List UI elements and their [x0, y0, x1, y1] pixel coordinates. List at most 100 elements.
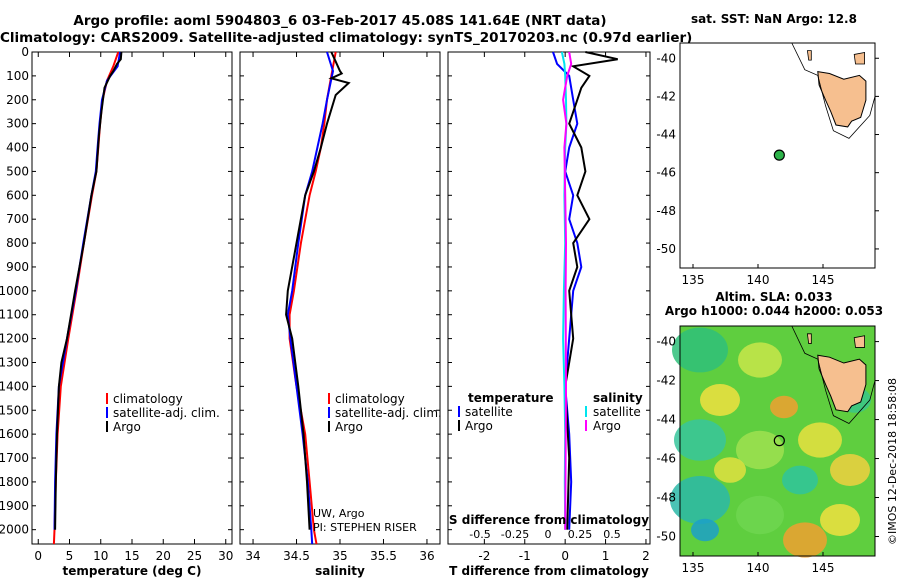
salinity-footnote-line2: PI: STEPHEN RISER [313, 521, 417, 534]
depth-tick-label: 1400 [0, 379, 29, 393]
isobath-contour [791, 42, 876, 139]
sla-anomaly-patch [783, 522, 827, 558]
sla-anomaly-patch [770, 395, 798, 419]
sst_map-frame [679, 42, 876, 269]
sla-anomaly-patch [714, 457, 746, 483]
differences-plot-frame [447, 51, 651, 545]
depth-tick-label: 1700 [0, 451, 29, 465]
sla_map-group [670, 325, 876, 558]
depth-tick-label: 300 [6, 117, 29, 131]
sla_map-xtick-label: 145 [812, 561, 835, 575]
sla_map-xtick-label: 135 [682, 561, 705, 575]
differences-xlabel: T difference from climatology [449, 564, 649, 578]
sst_map-group [679, 42, 876, 269]
sst_map-xtick-label: 135 [682, 273, 705, 287]
diff-salinity-legend-label: satellite [593, 405, 641, 419]
sla_map-ytick-label: -40 [656, 335, 676, 349]
temperature-legend-label: climatology [113, 392, 183, 406]
sla-anomaly-patch [736, 430, 784, 470]
differences-xtick-label: -2 [478, 549, 490, 563]
sst-map-title: sat. SST: NaN Argo: 12.8 [691, 12, 857, 26]
sla-anomaly-patch [674, 419, 726, 461]
differences-xtick-label: -1 [519, 549, 531, 563]
sla-anomaly-patch [670, 476, 730, 524]
temperature-xtick-label: 20 [156, 549, 171, 563]
isobath-contour [791, 325, 876, 424]
land-flinders-island [853, 52, 865, 65]
salinity-series-argo [285, 51, 351, 530]
temperature-plot-frame [31, 51, 233, 545]
diff-secondary-xtick-label: 0.5 [603, 528, 621, 541]
figure-title-line2: Climatology: CARS2009. Satellite-adjuste… [0, 30, 693, 46]
argo-float-position-marker [773, 149, 785, 161]
sla-anomaly-patch [691, 518, 719, 542]
sla_map-ytick-label: -44 [656, 413, 676, 427]
sst_map-xtick-label: 145 [812, 273, 835, 287]
diff-temperature-legend-label: satellite [465, 405, 513, 419]
depth-tick-label: 1000 [0, 284, 29, 298]
sla-anomaly-patch [782, 465, 818, 495]
argo-float-position-marker [773, 435, 785, 447]
land-tasmania [817, 354, 867, 413]
depth-tick-label: 100 [6, 69, 29, 83]
land-tasmania [817, 71, 867, 128]
diff-secondary-xtick-label: 0 [545, 528, 552, 541]
diff-secondary-xtick-label: 0.25 [568, 528, 593, 541]
differences-series-t-argo [564, 51, 618, 530]
depth-tick-label: 200 [6, 93, 29, 107]
diff-secondary-xtick-label: -0.5 [469, 528, 490, 541]
salinity-xtick-label: 34 [245, 549, 260, 563]
sla-anomaly-patch [820, 504, 860, 536]
salinity-legend-label: climatology [335, 392, 405, 406]
salinity-xtick-label: 35 [332, 549, 347, 563]
depth-tick-label: 600 [6, 188, 29, 202]
land-king-island [806, 333, 812, 344]
differences-xtick-label: 0 [561, 549, 569, 563]
depth-tick-label: 800 [6, 236, 29, 250]
temperature-legend-label: Argo [113, 420, 141, 434]
sst_map-ytick-label: -44 [656, 128, 676, 142]
figure-title-line1: Argo profile: aoml 5904803_6 03-Feb-2017… [73, 13, 607, 29]
depth-tick-label: 900 [6, 260, 29, 274]
sst_map-ytick-label: -48 [656, 204, 676, 218]
temperature-xlabel: temperature (deg C) [63, 564, 202, 578]
sla-anomaly-patch [672, 327, 728, 373]
diff-salinity-legend-label: Argo [593, 419, 621, 433]
depth-tick-label: 0 [21, 45, 29, 59]
differences-series-s-argo [562, 51, 573, 530]
salinity-plot-frame [239, 51, 441, 545]
depth-tick-label: 1300 [0, 355, 29, 369]
depth-tick-label: 500 [6, 164, 29, 178]
sst_map-ytick-label: -50 [656, 242, 676, 256]
sla-anomaly-patch [700, 384, 740, 416]
sla-anomaly-patch [798, 422, 842, 458]
diff-temperature-legend-label: Argo [465, 419, 493, 433]
salinity-legend-label: satellite-adj. clim. [335, 406, 442, 420]
salinity-legend-label: Argo [335, 420, 363, 434]
temperature-xtick-label: 5 [66, 549, 74, 563]
sst_map-xtick-label: 140 [747, 273, 770, 287]
temperature-xtick-label: 0 [34, 549, 42, 563]
salinity-xtick-label: 36 [419, 549, 434, 563]
land-king-island [806, 50, 812, 61]
sla-map-subtitle: Argo h1000: 0.044 h2000: 0.053 [665, 304, 883, 318]
depth-tick-label: 1100 [0, 308, 29, 322]
sla_map-ytick-label: -48 [656, 491, 676, 505]
sla_map-ytick-label: -42 [656, 374, 676, 388]
salinity-xlabel: salinity [315, 564, 365, 578]
depth-tick-label: 1900 [0, 499, 29, 513]
temperature-xtick-label: 10 [93, 549, 108, 563]
sst_map-ytick-label: -40 [656, 51, 676, 65]
salinity-xtick-label: 34.5 [283, 549, 310, 563]
depth-tick-label: 700 [6, 212, 29, 226]
differences-xtick-label: 1 [602, 549, 610, 563]
depth-tick-label: 1800 [0, 475, 29, 489]
sla-anomaly-patch [736, 495, 784, 535]
diff-secondary-xlabel: S difference from climatology [449, 513, 649, 527]
sla-anomaly-patch [738, 342, 782, 378]
temperature-xtick-label: 15 [124, 549, 139, 563]
salinity-xtick-label: 35.5 [370, 549, 397, 563]
depth-tick-label: 400 [6, 141, 29, 155]
sla-anomaly-patch [830, 454, 870, 486]
temperature-xtick-label: 30 [218, 549, 233, 563]
